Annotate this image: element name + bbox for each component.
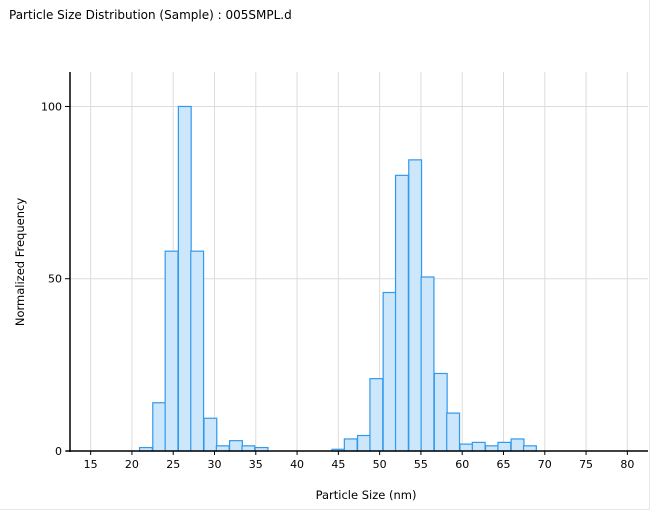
x-tick-label: 20 [125,458,139,471]
histogram-bar [228,440,243,452]
x-tick-label: 80 [620,458,634,471]
histogram-bar [433,372,448,452]
x-tick-label: 60 [455,458,469,471]
histogram-bar [241,445,256,452]
x-tick-label: 35 [249,458,263,471]
histogram-bar [343,438,358,452]
grid-lines [70,72,648,451]
y-tick-label: 100 [41,100,62,113]
x-axis-label: Particle Size (nm) [316,488,417,502]
histogram-bar [203,417,218,452]
histogram-bar [369,378,384,452]
histogram-bar [420,276,435,452]
y-axis-label: Normalized Frequency [13,198,27,326]
x-tick-label: 45 [331,458,345,471]
x-tick-label: 40 [290,458,304,471]
histogram-bar [177,105,192,452]
histogram-bar [446,412,461,452]
histogram-bar [215,445,230,452]
histogram-bar [152,402,167,452]
histogram-bar [510,438,525,452]
x-tick-label: 55 [414,458,428,471]
x-tick-label: 25 [166,458,180,471]
x-tick-label: 65 [497,458,511,471]
histogram-bar [471,441,486,452]
axes [66,72,648,452]
y-tick-label: 50 [48,273,62,286]
histogram-bar [497,441,512,452]
y-axis-ticks: 0 50 100 [41,100,70,458]
histogram-bar [484,445,499,452]
x-tick-label: 15 [84,458,98,471]
histogram-bar [164,250,179,452]
histogram-bars [138,105,537,452]
histogram-bar [190,250,205,452]
x-tick-label: 30 [208,458,222,471]
chart-title: Particle Size Distribution (Sample) : 00… [9,8,292,22]
histogram-bar [382,291,397,452]
histogram-bar [408,159,423,452]
x-tick-label: 50 [373,458,387,471]
x-axis-ticks: 15 20 25 30 35 40 45 50 55 60 65 70 75 80 [84,451,634,471]
histogram-bar [459,443,474,452]
histogram-bar [522,445,537,452]
x-tick-label: 70 [538,458,552,471]
histogram-bar [394,174,409,452]
y-tick-label: 0 [55,445,62,458]
x-tick-label: 75 [579,458,593,471]
histogram-bar [356,434,371,452]
